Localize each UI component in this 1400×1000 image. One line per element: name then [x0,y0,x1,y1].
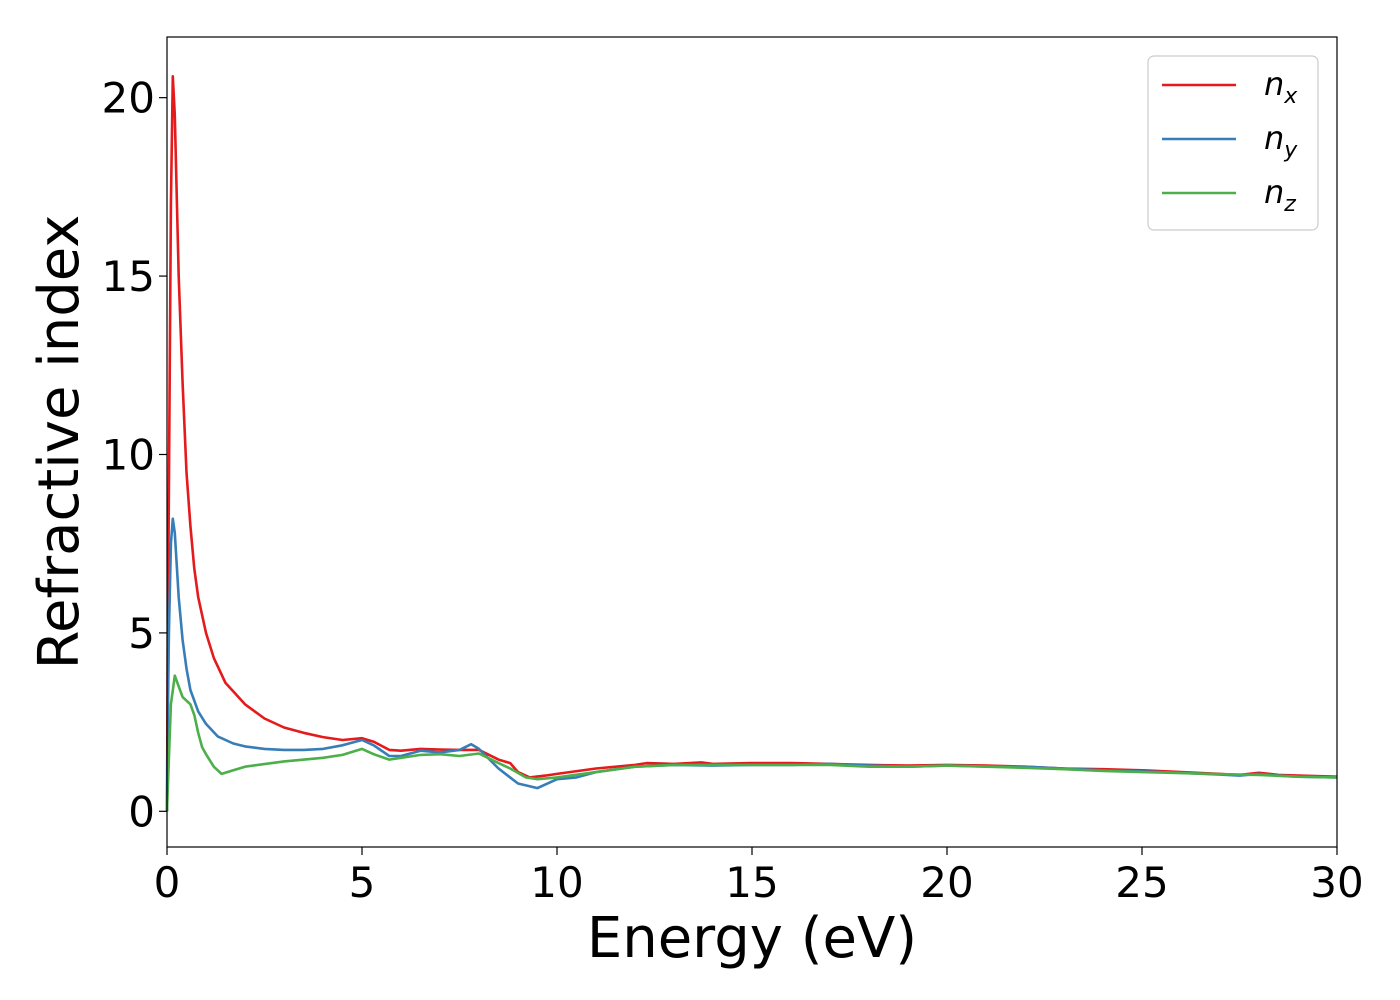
legend-label-z: nz [1264,173,1296,217]
y-tick-label: 5 [128,609,155,658]
series-line-y [165,517,1338,812]
legend-box [1147,55,1319,231]
x-tick-label: 5 [349,858,376,907]
legend-label-y: ny [1264,119,1298,163]
y-axis-label: Refractive index [27,215,92,670]
y-tick-label: 10 [102,430,155,479]
x-tick-label: 10 [530,858,583,907]
legend: nx ny nz [1147,55,1319,231]
y-tick-label: 15 [102,252,155,301]
x-tick-label: 30 [1310,858,1363,907]
x-axis-label: Energy (eV) [587,906,917,971]
series-line-z [165,674,1338,812]
x-tick-label: 20 [920,858,973,907]
x-tick-label: 0 [154,858,181,907]
plot-lines [165,75,1338,812]
x-tick-label: 25 [1115,858,1168,907]
y-axis-ticks: 0 5 10 15 20 [102,74,167,836]
x-axis-ticks: 0 5 10 15 20 25 30 [154,847,1364,907]
x-tick-label: 15 [725,858,778,907]
y-tick-label: 20 [102,74,155,123]
y-tick-label: 0 [128,787,155,836]
legend-label-x: nx [1264,65,1298,109]
